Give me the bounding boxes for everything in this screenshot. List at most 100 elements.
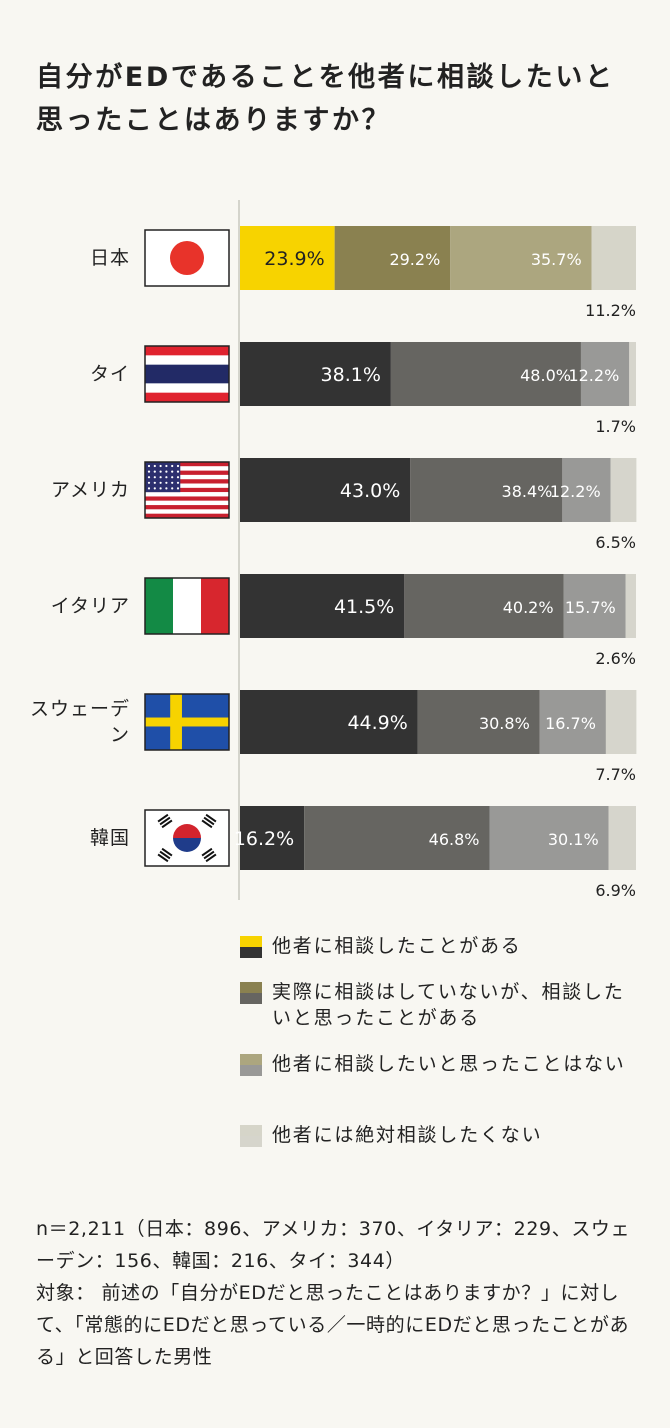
flag-part: [159, 470, 162, 473]
bar-segment: [608, 806, 636, 870]
value-label: 1.7%: [595, 417, 636, 436]
value-label: 48.0%: [520, 366, 571, 385]
flag-part: [203, 816, 215, 826]
bar-segment: [610, 458, 637, 522]
flag-part: [153, 487, 156, 490]
flag-part: [153, 464, 156, 468]
flag-part: [201, 578, 229, 634]
flag-part: [153, 476, 156, 479]
bar-segment: [539, 690, 606, 754]
category-label: 韓国: [89, 827, 130, 849]
legend-swatch-part: [240, 1125, 262, 1136]
flag-part: [165, 481, 168, 484]
bar-segment: [304, 806, 490, 870]
flag-part: [171, 476, 174, 479]
value-label: 38.4%: [502, 482, 553, 501]
value-label: 11.2%: [585, 301, 636, 320]
flag-part: [165, 476, 168, 479]
flag-part: [165, 470, 168, 473]
flag-part: [145, 483, 229, 488]
flag: [144, 693, 230, 751]
notes: n＝2,211（日本：896、アメリカ：370、イタリア：229、スウェーデン：…: [36, 1213, 641, 1373]
flag: [144, 461, 230, 519]
legend-swatch-part: [240, 1054, 262, 1065]
legend-swatch-part: [240, 936, 262, 947]
flag: [144, 345, 230, 403]
bar-segment: [591, 226, 636, 290]
flag-part: [159, 476, 162, 479]
legend-label: 他者には絶対相談したくない: [272, 1124, 543, 1146]
flag: [144, 809, 230, 867]
legend-swatch: [240, 936, 262, 958]
flag-part: [159, 850, 171, 860]
flag-border: [144, 345, 230, 403]
value-label: 30.1%: [548, 830, 599, 849]
flag-part: [159, 816, 171, 826]
flag-part: [157, 813, 169, 823]
flag-part: [171, 464, 174, 468]
value-label: 46.8%: [429, 830, 480, 849]
flag-part: [176, 464, 180, 468]
value-label: 43.0%: [340, 480, 400, 502]
value-label: 35.7%: [531, 250, 582, 269]
legend-label: 他者に相談したいと思ったことはない: [272, 1053, 626, 1075]
value-label: 15.7%: [565, 598, 616, 617]
bar-segment: [417, 690, 540, 754]
flag-part: [205, 813, 217, 823]
flag-part: [171, 470, 174, 473]
flag-part: [176, 470, 180, 473]
legend-label: 実際に相談はしていないが、相談したいと思ったことがある: [272, 981, 625, 1029]
bar-segment: [629, 342, 636, 406]
flag-part: [145, 496, 229, 501]
bar-segment: [605, 690, 637, 754]
legend-swatch-part: [240, 982, 262, 993]
flag-part: [173, 824, 201, 838]
value-label: 40.2%: [503, 598, 554, 617]
legend-swatch-part: [240, 1065, 262, 1076]
flag-part: [173, 838, 201, 852]
value-label: 44.9%: [347, 712, 407, 734]
flag-border: [144, 229, 230, 287]
legend-item: 他者には絶対相談したくない: [240, 1122, 640, 1148]
value-label: 41.5%: [334, 596, 394, 618]
flag-part: [145, 474, 229, 480]
flag-part: [176, 481, 180, 484]
note: 対象： 前述の「自分がEDだと思ったことはありますか？」に対して、「常態的にED…: [36, 1282, 630, 1368]
flag-part: [165, 464, 168, 468]
flag-part: [145, 505, 229, 510]
flag-part: [145, 364, 229, 384]
flag-part: [145, 509, 229, 514]
flag-part: [147, 470, 151, 473]
flag-part: [176, 487, 180, 490]
flag: [144, 229, 230, 287]
value-label: 6.5%: [595, 533, 636, 552]
flag-border: [144, 577, 230, 635]
flag-part: [147, 476, 151, 479]
flag-part: [165, 487, 168, 490]
flag-part: [161, 819, 173, 829]
flag-part: [205, 853, 217, 863]
value-label: 38.1%: [321, 364, 381, 386]
value-label: 7.7%: [595, 765, 636, 784]
value-label: 12.2%: [550, 482, 601, 501]
value-label: 29.2%: [389, 250, 440, 269]
category-label: イタリア: [50, 595, 130, 617]
category-label: アメリカ: [50, 479, 130, 501]
value-label: 23.9%: [264, 248, 324, 270]
flag-part: [145, 462, 181, 493]
flag-part: [147, 487, 151, 490]
flag-part: [173, 578, 201, 634]
flag-part: [157, 853, 169, 863]
chart-title: 自分がEDであることを他者に相談したいと思ったことはありますか？: [36, 62, 615, 136]
flag-part: [159, 487, 162, 490]
flag-part: [145, 500, 229, 506]
flag-part: [145, 513, 229, 518]
bar-segment: [240, 806, 305, 870]
legend-item: 他者に相談したいと思ったことはない: [240, 1051, 640, 1077]
bar-segment: [489, 806, 609, 870]
bar-segment: [410, 458, 563, 522]
flag-part: [145, 717, 229, 727]
legend-swatch: [240, 982, 262, 1004]
bar-segment: [563, 574, 626, 638]
